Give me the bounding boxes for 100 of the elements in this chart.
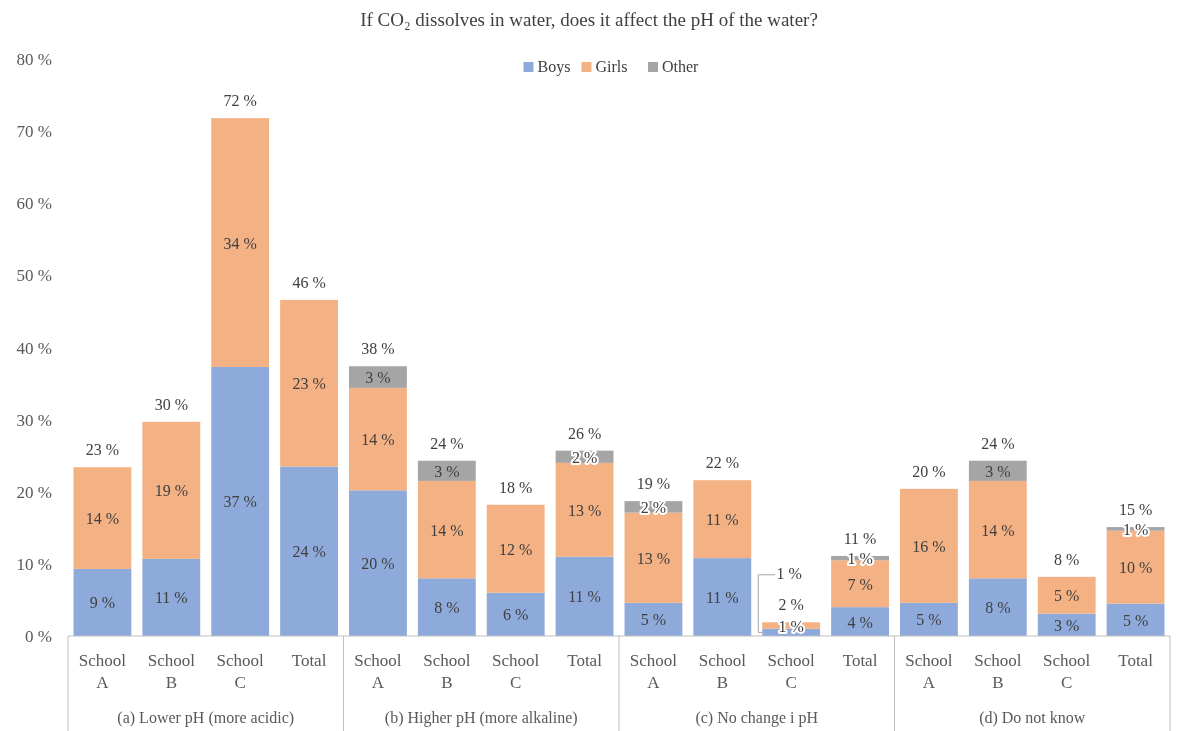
data-label: 13 % <box>636 549 671 567</box>
bar <box>693 480 752 559</box>
total-label: 22 % <box>705 454 739 472</box>
x-tick-label: Total <box>291 651 327 670</box>
total-label: 18 % <box>499 478 533 496</box>
x-tick-label: School A <box>905 651 953 692</box>
bar <box>73 568 132 636</box>
data-label: 37 % <box>223 493 257 511</box>
bar <box>1037 576 1096 614</box>
data-label: 3 % <box>434 462 460 480</box>
text: (a) Lower pH (more acidic) <box>117 709 295 727</box>
bar <box>211 118 270 367</box>
data-label: 34 % <box>223 234 257 252</box>
x-tick-label: School B <box>423 651 471 692</box>
data-label: 20 % <box>361 555 395 573</box>
data-label: 8 % <box>985 599 1011 617</box>
bar <box>73 467 132 569</box>
data-label: 3 % <box>365 369 391 387</box>
data-label: 13 % <box>567 501 602 519</box>
x-tick-label: Total <box>842 651 878 670</box>
data-label: 5 % <box>1054 587 1080 605</box>
bar <box>280 466 338 636</box>
data-label: 19 % <box>154 482 188 500</box>
data-label: 9 % <box>89 594 116 612</box>
data-label: 14 % <box>361 431 395 449</box>
data-label: 5 % <box>640 611 667 629</box>
y-tick-label: 60 % <box>16 194 52 214</box>
total-label: 19 % <box>636 475 671 493</box>
x-tick-label: School B <box>147 651 196 692</box>
bar <box>900 488 958 603</box>
total-label: 2 % <box>778 596 804 614</box>
data-label: 11 % <box>568 588 601 606</box>
bar <box>968 578 1027 636</box>
legend-label: Girls <box>595 58 628 75</box>
bar <box>900 602 958 636</box>
bar <box>417 578 476 636</box>
data-label: 5 % <box>1122 611 1149 629</box>
total-label: 30 % <box>154 395 188 413</box>
y-tick-label: 20 % <box>16 482 52 502</box>
y-tick-label: 40 % <box>16 338 52 358</box>
x-tick-label: School C <box>767 651 816 692</box>
data-label: 10 % <box>1118 559 1153 577</box>
data-label: 8 % <box>434 599 460 617</box>
total-label: 24 % <box>430 434 464 452</box>
legend-label: Boys <box>537 58 571 76</box>
data-label: 24 % <box>292 543 326 561</box>
bar <box>555 462 614 557</box>
x-tick-label: Total <box>567 651 603 670</box>
total-label: 8 % <box>1054 550 1080 568</box>
total-label: 38 % <box>361 340 395 358</box>
data-label: 2 % <box>640 498 667 516</box>
bar <box>417 480 476 579</box>
chart-title: If CO₂ dissolves in water, does it affect the pH of the water? <box>360 9 818 30</box>
x-tick-label: School A <box>629 651 678 692</box>
total-label: 24 % <box>981 434 1015 452</box>
total-label: 46 % <box>292 273 326 291</box>
bar <box>142 421 201 559</box>
bar <box>349 490 407 636</box>
bar <box>486 592 545 636</box>
x-tick-label: School C <box>216 651 265 692</box>
x-tick-label: Total <box>1118 651 1154 670</box>
text: (c) No change i pH <box>695 709 819 727</box>
data-label: 4 % <box>847 613 873 631</box>
data-label: 16 % <box>912 537 946 555</box>
text: (b) Higher pH (more alkaline) <box>384 709 578 727</box>
bar <box>486 504 545 593</box>
data-label: 23 % <box>292 375 326 393</box>
data-label: 1 % <box>776 564 802 582</box>
data-label: 7 % <box>847 575 873 593</box>
data-label: 14 % <box>85 510 120 528</box>
data-label: 11 % <box>705 589 739 607</box>
bar <box>211 366 270 636</box>
data-label: 3 % <box>985 462 1011 480</box>
total-label: 26 % <box>567 424 602 442</box>
bar <box>349 366 407 388</box>
data-label: 3 % <box>1054 616 1080 634</box>
data-label: 2 % <box>571 448 598 466</box>
data-label: 12 % <box>499 540 533 558</box>
y-tick-label: 30 % <box>16 410 52 430</box>
x-tick-label: School C <box>1043 651 1091 692</box>
y-tick-label: 70 % <box>16 122 52 142</box>
data-label: 14 % <box>981 521 1015 539</box>
total-label: 20 % <box>912 462 946 480</box>
text: (d) Do not know <box>979 709 1086 727</box>
data-label: 11 % <box>154 589 188 607</box>
total-label: 11 % <box>843 529 877 547</box>
total-label: 15 % <box>1118 501 1153 519</box>
data-label: 11 % <box>705 511 739 529</box>
y-tick-label: 80 % <box>16 50 52 69</box>
legend-label: Other <box>662 58 700 75</box>
data-label: 6 % <box>503 606 529 624</box>
data-label: 14 % <box>430 521 464 539</box>
x-tick-label: School C <box>492 651 540 692</box>
y-tick-label: 0 % <box>25 627 52 646</box>
bar <box>693 558 752 636</box>
bar <box>349 387 407 491</box>
total-label: 23 % <box>85 441 120 459</box>
x-tick-label: School B <box>698 651 747 692</box>
y-tick-label: 10 % <box>16 554 52 574</box>
bar <box>280 299 338 467</box>
